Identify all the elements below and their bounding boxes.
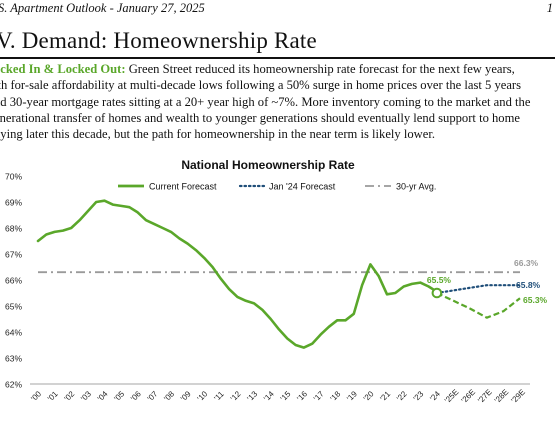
body-line-5: uying later this decade, but the path fo…: [0, 127, 436, 142]
marker-2024: [431, 287, 443, 299]
body-line-1: ocked In & Locked Out: Green Street redu…: [0, 61, 555, 77]
series-line-solid: [36, 199, 439, 349]
x-tick-label: '12: [229, 389, 243, 403]
y-tick-label: 65%: [5, 302, 22, 312]
y-tick-label: 66%: [5, 276, 22, 286]
x-axis: '00'01'02'03'04'05'06'07'08'09'10'11'12 '…: [29, 383, 530, 405]
x-tick-label: '08: [162, 389, 176, 403]
section-divider: [0, 57, 555, 59]
data-label: 65.8%: [516, 280, 541, 290]
data-labels: 65.5% 66.3% 65.8% 65.3%: [427, 258, 548, 305]
x-tick-label: '00: [29, 389, 43, 403]
x-tick-label: '05: [112, 389, 126, 403]
data-label: 66.3%: [514, 258, 539, 268]
report-title: S. Apartment Outlook - January 27, 2025: [0, 1, 205, 15]
x-tick-label: '25E: [443, 387, 461, 405]
legend-label: Current Forecast: [149, 182, 217, 192]
data-label: 65.5%: [427, 275, 452, 285]
x-tick-label: '01: [46, 389, 60, 403]
y-tick-label: 70%: [5, 172, 22, 182]
homeownership-chart: National Homeownership Rate Current Fore…: [0, 148, 555, 417]
chart-legend: Current Forecast Jan '24 Forecast 30-yr Av…: [118, 182, 436, 192]
section-title: V. Demand: Homeownership Rate: [0, 28, 317, 53]
body-line-3: nd 30-year mortgage rates sitting at a 2…: [0, 94, 531, 109]
lead-in-label: ocked In & Locked Out:: [0, 62, 126, 76]
x-tick-label: '09: [179, 389, 193, 403]
x-tick-label: '26E: [460, 387, 478, 405]
body-paragraph: ocked In & Locked Out: Green Street redu…: [0, 61, 555, 142]
report-header: S. Apartment Outlook - January 27, 2025 …: [0, 0, 555, 22]
body-line-1-text: Green Street reduced its homeownership r…: [125, 62, 515, 76]
x-tick-label: '21: [378, 389, 392, 403]
y-tick-label: 69%: [5, 198, 22, 208]
x-tick-label: '13: [245, 389, 259, 403]
y-tick-label: 68%: [5, 224, 22, 234]
x-tick-label: '16: [295, 389, 309, 403]
y-tick-label: 64%: [5, 328, 22, 338]
legend-label: Jan '24 Forecast: [269, 182, 336, 192]
x-tick-label: '15: [279, 389, 293, 403]
body-line-2: ith for-sale affordability at multi-deca…: [0, 78, 522, 93]
x-tick-label: '19: [345, 389, 359, 403]
x-tick-label: '14: [262, 389, 276, 403]
x-tick-label: '28E: [493, 387, 511, 405]
x-tick-label: '17: [312, 389, 326, 403]
y-axis: 62% 63% 64% 65% 66% 67% 68% 69% 70%: [5, 172, 22, 390]
x-tick-label: '23: [412, 389, 426, 403]
chart-title: National Homeownership Rate: [181, 158, 355, 172]
chart-svg: National Homeownership Rate Current Fore…: [5, 158, 548, 405]
series-line-dotted: [435, 284, 522, 295]
x-tick-label: '22: [395, 389, 409, 403]
x-tick-label: '20: [362, 389, 376, 403]
x-tick-label: '07: [146, 389, 160, 403]
series-line-dashed: [436, 292, 521, 319]
y-tick-label: 67%: [5, 250, 22, 260]
data-label: 65.3%: [523, 295, 548, 305]
x-tick-label: '02: [63, 389, 77, 403]
y-tick-label: 62%: [5, 380, 22, 390]
x-tick-label: '06: [129, 389, 143, 403]
x-tick-label: '04: [96, 389, 110, 403]
x-tick-label: '27E: [476, 387, 494, 405]
x-tick-label: '29E: [509, 387, 527, 405]
x-tick-label: '11: [212, 389, 226, 403]
page-marker: 1: [546, 1, 553, 15]
x-tick-label: '03: [79, 389, 93, 403]
legend-label: 30-yr Avg.: [396, 182, 436, 192]
y-tick-label: 63%: [5, 354, 22, 364]
x-tick-label: '24: [428, 389, 442, 403]
x-tick-label: '18: [329, 389, 343, 403]
chart-plot: [36, 199, 522, 349]
x-tick-label: '10: [196, 389, 210, 403]
body-line-4: enerational transfer of homes and wealth…: [0, 110, 520, 125]
